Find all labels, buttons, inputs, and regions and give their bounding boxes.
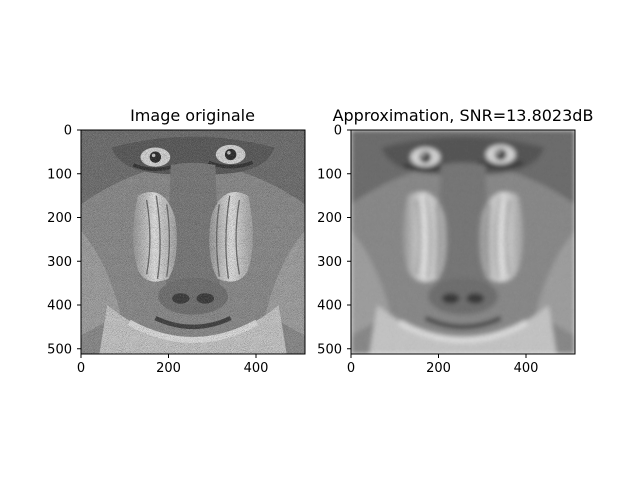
x-tick-label: 0 <box>77 361 85 376</box>
panel-title: Image originale <box>130 106 255 125</box>
y-tick-label: 100 <box>317 167 342 182</box>
x-axis: 0 200 400 <box>347 354 539 376</box>
y-tick-label: 200 <box>47 211 72 226</box>
x-tick-label: 0 <box>347 361 355 376</box>
y-axis: 0 100 200 300 400 500 <box>317 124 351 357</box>
y-tick-label: 300 <box>317 255 342 270</box>
y-tick-label: 500 <box>47 342 72 357</box>
x-tick-label: 400 <box>514 361 539 376</box>
y-tick-label: 200 <box>317 211 342 226</box>
axes-frame <box>350 129 576 355</box>
axes-frame <box>80 129 306 355</box>
y-tick-label: 400 <box>317 299 342 314</box>
y-tick-label: 0 <box>64 124 72 139</box>
panel-title: Approximation, SNR=13.8023dB <box>333 106 594 125</box>
baboon-original-image <box>81 130 305 354</box>
y-tick-label: 500 <box>317 342 342 357</box>
approximation-image-panel: Approximation, SNR=13.8023dB 0 200 400 0 10… <box>317 106 593 376</box>
baboon-approximation-image <box>351 130 575 354</box>
y-tick-label: 100 <box>47 167 72 182</box>
x-axis: 0 200 400 <box>77 354 269 376</box>
original-image-panel: Image originale 0 200 400 0 100 200 300 400 500 <box>47 106 305 376</box>
x-tick-label: 400 <box>244 361 269 376</box>
y-tick-label: 300 <box>47 255 72 270</box>
y-axis: 0 100 200 300 400 500 <box>47 124 81 357</box>
x-tick-label: 200 <box>426 361 451 376</box>
x-tick-label: 200 <box>156 361 181 376</box>
y-tick-label: 400 <box>47 299 72 314</box>
y-tick-label: 0 <box>334 124 342 139</box>
